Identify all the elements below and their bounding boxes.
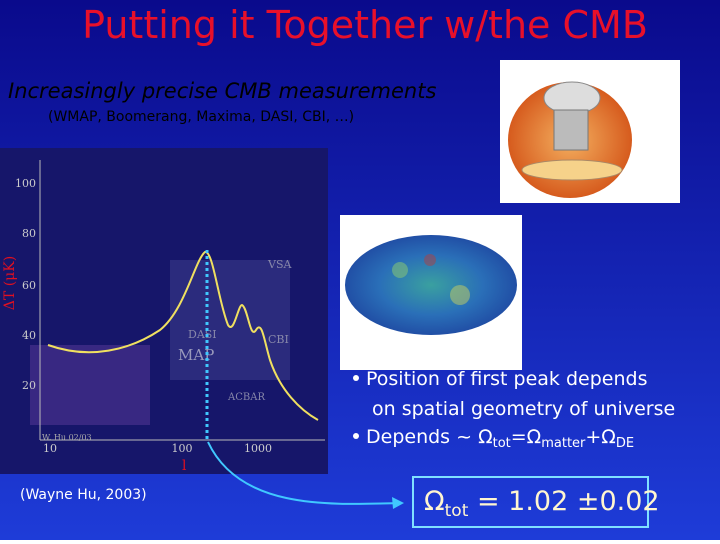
- y-tick-label: 100: [15, 177, 36, 190]
- arrow-head: [392, 497, 404, 509]
- experiment-label: ACBAR: [227, 392, 265, 403]
- x-tick-label: 10: [43, 442, 57, 455]
- y-tick-label: 80: [22, 227, 36, 240]
- experiment-label: DASI: [188, 328, 217, 341]
- bullet-text: on spatial geometry of universe: [372, 398, 675, 420]
- y-tick-label: 40: [22, 329, 36, 342]
- subscript: tot: [445, 501, 469, 521]
- arrow: [207, 441, 401, 505]
- spectrum-plot: ΔT (μK) 100 80 60 40 20 10 100 1000 l VS…: [0, 148, 328, 474]
- experiment-label: CBI: [268, 333, 289, 346]
- bullet-marker: [353, 375, 359, 381]
- text-part: +Ω: [585, 426, 615, 448]
- subscript: DE: [616, 436, 634, 451]
- x-axis-label: l: [182, 458, 187, 474]
- credit: (Wayne Hu, 2003): [20, 487, 147, 503]
- x-tick-label: 1000: [244, 442, 272, 455]
- credit-tag: W. Hu 02/03: [42, 433, 92, 442]
- bullet-text: Depends ~ Ωtot=Ωmatter+ΩDE: [366, 426, 634, 451]
- result: Ωtot = 1.02 ±0.02: [424, 486, 660, 521]
- text-part: Depends ~: [366, 426, 478, 448]
- x-tick-label: 100: [172, 442, 193, 455]
- bullet-marker: [353, 433, 359, 439]
- experiment-label: VSA: [267, 258, 292, 271]
- text-part: = 1.02 ±0.02: [468, 486, 659, 517]
- text-part: Ω: [424, 486, 445, 517]
- result-box: [412, 476, 649, 528]
- y-tick-label: 20: [22, 379, 36, 392]
- subtitle: Increasingly precise CMB measurements: [8, 79, 436, 103]
- sky-map-image: [340, 215, 522, 370]
- title: Putting it Together w/the CMB: [82, 3, 648, 47]
- subscript: matter: [541, 436, 586, 451]
- y-tick-label: 60: [22, 279, 36, 292]
- subscript: tot: [493, 436, 511, 451]
- satellite-image: [500, 60, 680, 203]
- subtitle-note: (WMAP, Boomerang, Maxima, DASI, CBI, …): [48, 109, 354, 125]
- y-axis-label: ΔT (μK): [2, 256, 18, 310]
- bullet-text: Position of first peak depends: [366, 368, 647, 390]
- text-part: =Ω: [511, 426, 541, 448]
- text-part: Ω: [478, 426, 493, 448]
- experiment-label: MAP: [178, 346, 214, 364]
